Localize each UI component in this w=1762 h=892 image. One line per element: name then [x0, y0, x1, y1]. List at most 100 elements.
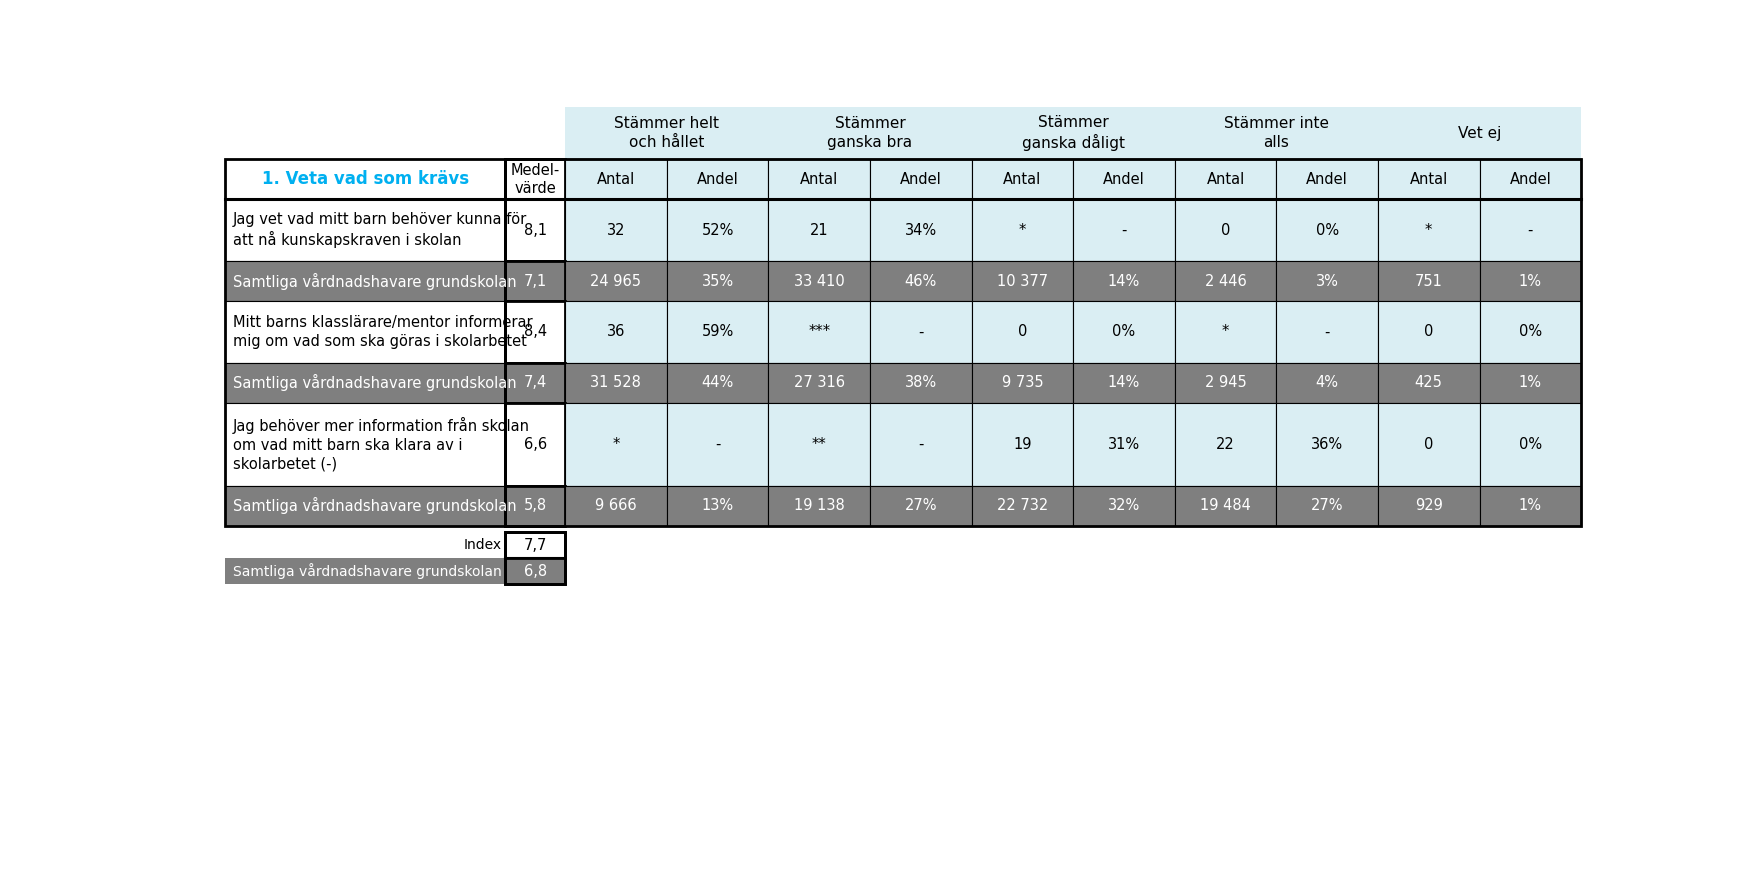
Text: 929: 929: [1415, 499, 1443, 514]
Text: 0%: 0%: [1519, 325, 1542, 339]
Text: 34%: 34%: [904, 223, 937, 238]
Text: *: *: [611, 437, 620, 452]
Bar: [666, 301, 768, 363]
Text: 0%: 0%: [1112, 325, 1135, 339]
Bar: [768, 200, 870, 261]
Text: Mitt barns klasslärare/mentor informerar
mig om vad som ska göras i skolarbetet: Mitt barns klasslärare/mentor informerar…: [233, 315, 532, 349]
Text: 19 138: 19 138: [793, 499, 844, 514]
Bar: [870, 200, 971, 261]
Bar: [506, 261, 566, 301]
Bar: [1276, 200, 1378, 261]
Bar: [1175, 200, 1276, 261]
Text: Stämmer helt
och hållet: Stämmer helt och hållet: [615, 117, 719, 150]
Text: 7,4: 7,4: [523, 376, 546, 390]
Bar: [768, 486, 870, 526]
Text: 31 528: 31 528: [590, 376, 641, 390]
Bar: [506, 160, 1581, 526]
Bar: [1378, 160, 1480, 200]
Bar: [870, 402, 971, 486]
Bar: [1175, 486, 1276, 526]
Text: Index: Index: [463, 538, 502, 552]
Bar: [226, 160, 506, 200]
Text: 14%: 14%: [1108, 376, 1140, 390]
Text: Samtliga vårdnadshavare grundskolan: Samtliga vårdnadshavare grundskolan: [233, 564, 502, 579]
Bar: [226, 402, 506, 486]
Text: Jag vet vad mitt barn behöver kunna för
att nå kunskapskraven i skolan: Jag vet vad mitt barn behöver kunna för …: [233, 212, 527, 248]
Bar: [870, 261, 971, 301]
Bar: [1073, 200, 1175, 261]
Text: *: *: [1018, 223, 1025, 238]
Text: 31%: 31%: [1108, 437, 1140, 452]
Text: 35%: 35%: [701, 274, 733, 288]
Text: 0: 0: [1018, 325, 1027, 339]
Bar: [768, 107, 971, 160]
Text: 1. Veta vad som krävs: 1. Veta vad som krävs: [261, 170, 469, 188]
Bar: [870, 486, 971, 526]
Text: 3%: 3%: [1316, 274, 1339, 288]
Text: Antal: Antal: [1207, 172, 1244, 187]
Bar: [566, 200, 666, 261]
Bar: [1073, 486, 1175, 526]
Text: 22 732: 22 732: [997, 499, 1048, 514]
Text: 32: 32: [606, 223, 626, 238]
Text: 0%: 0%: [1316, 223, 1339, 238]
Bar: [768, 363, 870, 402]
Text: 32%: 32%: [1108, 499, 1140, 514]
Text: 6,6: 6,6: [523, 437, 546, 452]
Bar: [870, 160, 971, 200]
Text: Stämmer
ganska dåligt: Stämmer ganska dåligt: [1022, 115, 1124, 152]
Bar: [1175, 301, 1276, 363]
Text: Medel-
värde: Medel- värde: [511, 162, 560, 196]
Bar: [971, 160, 1073, 200]
Bar: [566, 107, 768, 160]
Bar: [506, 200, 566, 261]
Text: 9 735: 9 735: [1001, 376, 1043, 390]
Bar: [506, 107, 566, 160]
Text: -: -: [918, 325, 923, 339]
Bar: [566, 301, 666, 363]
Text: 1%: 1%: [1519, 376, 1542, 390]
Bar: [226, 200, 506, 261]
Text: Andel: Andel: [1306, 172, 1348, 187]
Bar: [1175, 107, 1378, 160]
Bar: [666, 363, 768, 402]
Text: 7,1: 7,1: [523, 274, 546, 288]
Bar: [1378, 107, 1581, 160]
Text: -: -: [1528, 223, 1533, 238]
Bar: [1378, 402, 1480, 486]
Text: 9 666: 9 666: [596, 499, 636, 514]
Text: 14%: 14%: [1108, 274, 1140, 288]
Bar: [1480, 200, 1581, 261]
Text: 36%: 36%: [1311, 437, 1343, 452]
Text: 21: 21: [811, 223, 828, 238]
Bar: [1276, 402, 1378, 486]
Text: 44%: 44%: [701, 376, 733, 390]
Bar: [566, 363, 666, 402]
Text: ***: ***: [809, 325, 830, 339]
Text: Antal: Antal: [1410, 172, 1448, 187]
Bar: [768, 261, 870, 301]
Bar: [1480, 160, 1581, 200]
Text: Antal: Antal: [597, 172, 634, 187]
Text: 36: 36: [606, 325, 626, 339]
Text: 1%: 1%: [1519, 499, 1542, 514]
Text: 33 410: 33 410: [793, 274, 844, 288]
Bar: [971, 261, 1073, 301]
Bar: [506, 533, 566, 558]
Bar: [506, 533, 566, 584]
Text: 0: 0: [1424, 325, 1434, 339]
Bar: [226, 301, 506, 363]
Bar: [1073, 402, 1175, 486]
Text: Samtliga vårdnadshavare grundskolan: Samtliga vårdnadshavare grundskolan: [233, 498, 516, 515]
Bar: [566, 160, 666, 200]
Text: 8,1: 8,1: [523, 223, 546, 238]
Bar: [506, 160, 566, 200]
Text: *: *: [1425, 223, 1433, 238]
Text: 0: 0: [1424, 437, 1434, 452]
Text: 46%: 46%: [904, 274, 937, 288]
Bar: [1378, 200, 1480, 261]
Bar: [566, 486, 666, 526]
Bar: [870, 363, 971, 402]
Text: 27%: 27%: [904, 499, 937, 514]
Bar: [506, 363, 566, 402]
